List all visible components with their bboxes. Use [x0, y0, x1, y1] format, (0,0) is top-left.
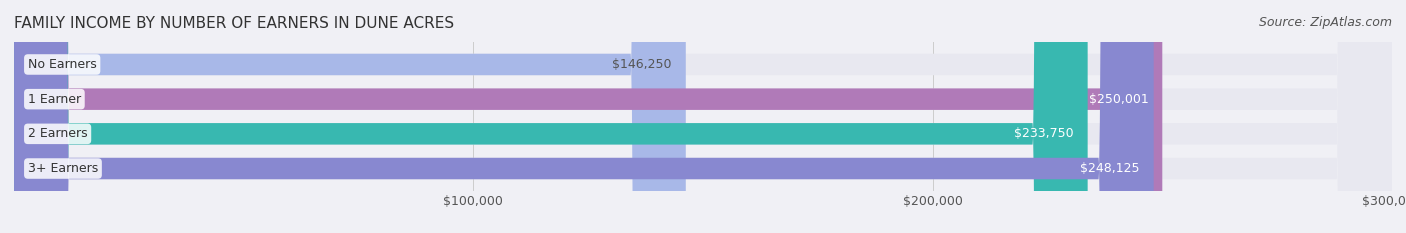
Text: $248,125: $248,125 [1080, 162, 1140, 175]
Text: Source: ZipAtlas.com: Source: ZipAtlas.com [1258, 16, 1392, 29]
Text: 3+ Earners: 3+ Earners [28, 162, 98, 175]
Text: $250,001: $250,001 [1088, 93, 1149, 106]
FancyBboxPatch shape [14, 0, 1392, 233]
FancyBboxPatch shape [14, 0, 1392, 233]
FancyBboxPatch shape [14, 0, 1392, 233]
FancyBboxPatch shape [14, 0, 1088, 233]
Text: $146,250: $146,250 [613, 58, 672, 71]
Text: No Earners: No Earners [28, 58, 97, 71]
Text: $233,750: $233,750 [1014, 127, 1074, 140]
Text: 1 Earner: 1 Earner [28, 93, 82, 106]
FancyBboxPatch shape [14, 0, 1163, 233]
FancyBboxPatch shape [14, 0, 1154, 233]
Text: FAMILY INCOME BY NUMBER OF EARNERS IN DUNE ACRES: FAMILY INCOME BY NUMBER OF EARNERS IN DU… [14, 16, 454, 31]
FancyBboxPatch shape [14, 0, 686, 233]
FancyBboxPatch shape [14, 0, 1392, 233]
Text: 2 Earners: 2 Earners [28, 127, 87, 140]
